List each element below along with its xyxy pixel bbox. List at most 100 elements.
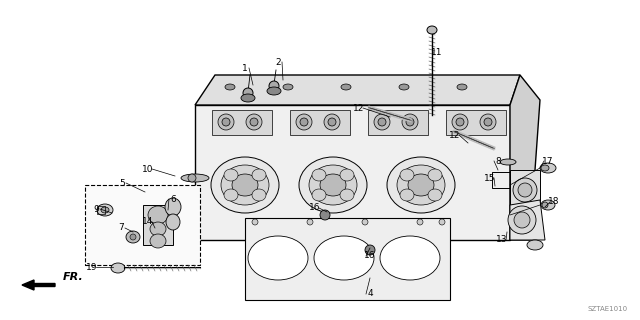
Ellipse shape [406, 118, 414, 126]
Text: 7: 7 [118, 223, 124, 233]
Ellipse shape [400, 189, 414, 201]
Ellipse shape [514, 212, 530, 228]
Ellipse shape [150, 222, 166, 236]
Ellipse shape [324, 114, 340, 130]
Bar [212, 110, 272, 135]
Ellipse shape [101, 207, 109, 213]
Ellipse shape [248, 236, 308, 280]
Ellipse shape [130, 234, 136, 240]
Bar [97, 206, 105, 214]
Ellipse shape [400, 169, 414, 181]
Ellipse shape [341, 84, 351, 90]
Ellipse shape [243, 88, 253, 98]
Ellipse shape [299, 157, 367, 213]
Text: SZTAE1010: SZTAE1010 [588, 306, 628, 312]
Ellipse shape [218, 114, 234, 130]
Ellipse shape [222, 118, 230, 126]
Ellipse shape [269, 81, 279, 91]
Ellipse shape [232, 174, 258, 196]
Ellipse shape [540, 163, 556, 173]
Ellipse shape [428, 169, 442, 181]
Text: 16: 16 [309, 204, 321, 212]
Ellipse shape [427, 26, 437, 34]
Text: 18: 18 [548, 197, 560, 206]
Ellipse shape [188, 174, 196, 182]
Bar [510, 170, 540, 205]
Bar [245, 218, 450, 300]
Ellipse shape [252, 169, 266, 181]
FancyArrow shape [22, 280, 55, 290]
Ellipse shape [224, 169, 238, 181]
Ellipse shape [320, 174, 346, 196]
Ellipse shape [527, 240, 543, 250]
Text: FR.: FR. [63, 272, 83, 282]
Ellipse shape [126, 231, 140, 243]
Ellipse shape [246, 114, 262, 130]
Ellipse shape [542, 202, 548, 208]
Text: 15: 15 [484, 173, 496, 182]
Ellipse shape [513, 178, 537, 202]
Ellipse shape [518, 183, 532, 197]
Text: 13: 13 [496, 236, 508, 244]
Ellipse shape [399, 84, 409, 90]
Polygon shape [510, 75, 540, 240]
Ellipse shape [320, 210, 330, 220]
Ellipse shape [111, 263, 125, 273]
Ellipse shape [541, 200, 555, 210]
Ellipse shape [211, 157, 279, 213]
Ellipse shape [296, 114, 312, 130]
Bar [368, 110, 428, 135]
Ellipse shape [300, 118, 308, 126]
Ellipse shape [148, 206, 168, 224]
Text: 2: 2 [275, 58, 281, 67]
Ellipse shape [484, 118, 492, 126]
Ellipse shape [428, 189, 442, 201]
Ellipse shape [500, 159, 516, 165]
Ellipse shape [166, 214, 180, 230]
Ellipse shape [340, 189, 354, 201]
Ellipse shape [97, 204, 113, 216]
Polygon shape [195, 105, 510, 240]
Ellipse shape [328, 118, 336, 126]
Ellipse shape [417, 219, 423, 225]
Ellipse shape [374, 114, 390, 130]
Text: 12: 12 [353, 103, 365, 113]
Polygon shape [510, 200, 545, 240]
Text: 5: 5 [119, 179, 125, 188]
Ellipse shape [252, 189, 266, 201]
Ellipse shape [480, 114, 496, 130]
Ellipse shape [312, 169, 326, 181]
Ellipse shape [365, 245, 375, 255]
Ellipse shape [307, 219, 313, 225]
Ellipse shape [250, 118, 258, 126]
Ellipse shape [165, 198, 181, 216]
Ellipse shape [439, 219, 445, 225]
Ellipse shape [314, 236, 374, 280]
Text: 8: 8 [495, 156, 501, 165]
Ellipse shape [402, 114, 418, 130]
Ellipse shape [340, 169, 354, 181]
Ellipse shape [397, 165, 445, 205]
Bar [143, 205, 173, 245]
Text: 12: 12 [449, 131, 461, 140]
Ellipse shape [408, 174, 434, 196]
Ellipse shape [283, 84, 293, 90]
Text: 16: 16 [364, 252, 376, 260]
Bar [290, 110, 350, 135]
Text: 10: 10 [142, 164, 154, 173]
Bar [446, 110, 506, 135]
Ellipse shape [312, 189, 326, 201]
Ellipse shape [456, 118, 464, 126]
Text: 19: 19 [86, 262, 98, 271]
Ellipse shape [150, 234, 166, 248]
Ellipse shape [267, 87, 281, 95]
Ellipse shape [541, 165, 549, 171]
Text: 1: 1 [242, 63, 248, 73]
Polygon shape [195, 75, 520, 105]
Ellipse shape [452, 114, 468, 130]
Text: 11: 11 [431, 47, 443, 57]
Ellipse shape [387, 157, 455, 213]
Ellipse shape [221, 165, 269, 205]
Text: 6: 6 [170, 195, 176, 204]
Ellipse shape [508, 206, 536, 234]
